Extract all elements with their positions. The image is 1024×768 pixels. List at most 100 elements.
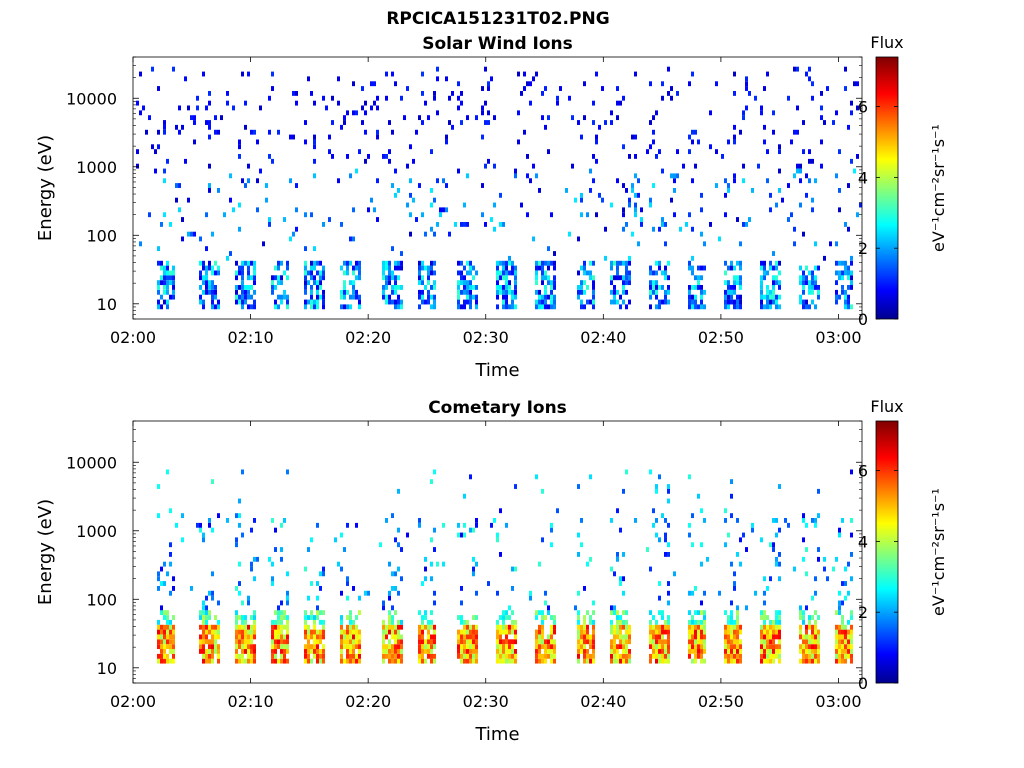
flux-pixel <box>499 275 502 281</box>
flux-pixel <box>172 649 175 654</box>
flux-pixel <box>160 639 163 645</box>
flux-pixel <box>247 639 250 645</box>
flux-pixel <box>469 639 472 645</box>
flux-pixel <box>541 488 544 494</box>
flux-pixel <box>406 86 409 91</box>
flux-pixel <box>547 634 550 640</box>
flux-pixel <box>775 629 778 635</box>
flux-pixel <box>499 644 502 650</box>
flux-pixel <box>358 649 361 654</box>
flux-pixel <box>736 217 739 222</box>
flux-pixel <box>700 561 703 567</box>
flux-pixel <box>850 469 853 475</box>
flux-pixel <box>199 270 202 276</box>
flux-pixel <box>856 212 859 218</box>
flux-pixel <box>304 289 307 295</box>
flux-pixel <box>841 634 844 640</box>
flux-pixel <box>763 658 766 664</box>
flux-pixel <box>280 556 283 562</box>
flux-pixel <box>397 294 400 300</box>
flux-pixel <box>640 217 643 222</box>
flux-pixel <box>610 518 613 523</box>
flux-pixel <box>514 658 517 664</box>
flux-pixel <box>343 629 346 635</box>
flux-pixel <box>631 183 634 188</box>
flux-pixel <box>691 294 694 300</box>
flux-pixel <box>199 624 202 630</box>
flux-pixel <box>163 289 166 295</box>
flux-pixel <box>208 280 211 286</box>
flux-pixel <box>244 100 247 106</box>
flux-pixel <box>691 178 694 184</box>
flux-pixel <box>610 619 613 625</box>
flux-pixel <box>541 639 544 645</box>
flux-pixel <box>157 299 160 305</box>
flux-pixel <box>763 260 766 266</box>
flux-pixel <box>514 639 517 645</box>
flux-pixel <box>160 658 163 664</box>
flux-pixel <box>730 619 733 625</box>
spectrogram <box>136 66 862 310</box>
flux-pixel <box>349 610 352 616</box>
flux-pixel <box>763 649 766 654</box>
flux-pixel <box>424 265 427 271</box>
flux-pixel <box>166 624 169 630</box>
flux-pixel <box>760 644 763 650</box>
flux-pixel <box>535 280 538 286</box>
flux-pixel <box>673 571 676 577</box>
flux-pixel <box>436 110 439 116</box>
flux-pixel <box>688 522 691 528</box>
flux-pixel <box>799 163 802 169</box>
flux-pixel <box>652 624 655 630</box>
flux-pixel <box>850 624 853 630</box>
flux-pixel <box>352 644 355 650</box>
flux-pixel <box>703 639 706 645</box>
flux-pixel <box>394 644 397 650</box>
flux-pixel <box>394 639 397 645</box>
flux-pixel <box>466 634 469 640</box>
flux-pixel <box>805 547 808 552</box>
flux-pixel <box>511 610 514 616</box>
flux-pixel <box>355 615 358 620</box>
flux-pixel <box>802 518 805 523</box>
flux-pixel <box>163 129 166 135</box>
flux-pixel <box>691 71 694 77</box>
flux-pixel <box>316 634 319 640</box>
flux-pixel <box>175 197 178 203</box>
flux-pixel <box>166 265 169 271</box>
flux-pixel <box>280 624 283 630</box>
flux-pixel <box>502 260 505 266</box>
flux-pixel <box>148 115 151 121</box>
flux-pixel <box>622 653 625 659</box>
flux-pixel <box>307 658 310 664</box>
flux-pixel <box>541 270 544 276</box>
flux-pixel <box>502 615 505 620</box>
flux-pixel <box>538 294 541 300</box>
flux-pixel <box>553 629 556 635</box>
flux-pixel <box>385 275 388 281</box>
flux-pixel <box>199 294 202 300</box>
flux-pixel <box>157 285 160 290</box>
flux-pixel <box>358 304 361 310</box>
flux-pixel <box>553 615 556 620</box>
flux-pixel <box>493 115 496 121</box>
flux-pixel <box>274 644 277 650</box>
flux-pixel <box>541 634 544 640</box>
flux-pixel <box>772 299 775 305</box>
flux-pixel <box>658 629 661 635</box>
flux-pixel <box>283 644 286 650</box>
flux-pixel <box>505 615 508 620</box>
flux-pixel <box>550 294 553 300</box>
flux-pixel <box>211 527 214 533</box>
flux-pixel <box>274 275 277 281</box>
flux-pixel <box>214 289 217 295</box>
flux-pixel <box>715 149 718 155</box>
flux-pixel <box>649 634 652 640</box>
flux-pixel <box>763 629 766 635</box>
flux-pixel <box>658 299 661 305</box>
y-tick-label: 100 <box>86 226 117 245</box>
flux-pixel <box>397 624 400 630</box>
flux-pixel <box>628 639 631 645</box>
flux-pixel <box>457 95 460 101</box>
flux-pixel <box>208 649 211 654</box>
